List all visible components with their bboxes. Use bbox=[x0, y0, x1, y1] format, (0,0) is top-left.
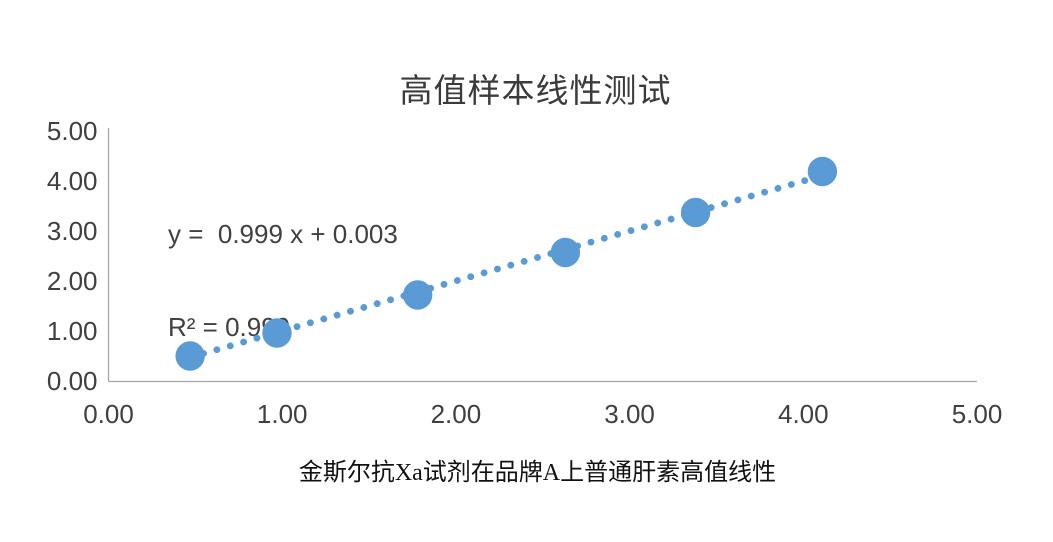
x-axis-tick-label: 3.00 bbox=[604, 399, 655, 429]
y-axis-tick-label: 0.00 bbox=[47, 366, 98, 396]
y-axis-tick-label: 4.00 bbox=[47, 166, 98, 196]
y-axis-tick-label: 5.00 bbox=[47, 116, 98, 146]
data-point bbox=[262, 318, 292, 348]
y-axis-tick-label: 3.00 bbox=[47, 216, 98, 246]
data-point bbox=[402, 280, 433, 310]
data-point bbox=[680, 197, 711, 228]
x-axis-tick-label: 2.00 bbox=[431, 399, 482, 429]
x-axis-tick-label: 1.00 bbox=[257, 399, 308, 429]
y-axis-tick-label: 2.00 bbox=[47, 266, 98, 296]
trendline-equation-label: y = 0.999 x + 0.003 bbox=[168, 219, 398, 249]
data-point bbox=[175, 341, 205, 371]
chart-title: 高值样本线性测试 bbox=[399, 72, 672, 109]
data-point bbox=[807, 156, 838, 187]
x-axis-tick-label: 0.00 bbox=[83, 399, 134, 429]
data-point bbox=[550, 237, 581, 268]
y-axis-tick-label: 1.00 bbox=[47, 316, 98, 346]
x-axis-tick-label: 4.00 bbox=[778, 399, 829, 429]
chart-caption: 金斯尔抗Xa试剂在品牌A上普通肝素高值线性 bbox=[298, 460, 777, 486]
trendline bbox=[186, 170, 832, 361]
x-axis-tick-label: 5.00 bbox=[952, 399, 1003, 429]
